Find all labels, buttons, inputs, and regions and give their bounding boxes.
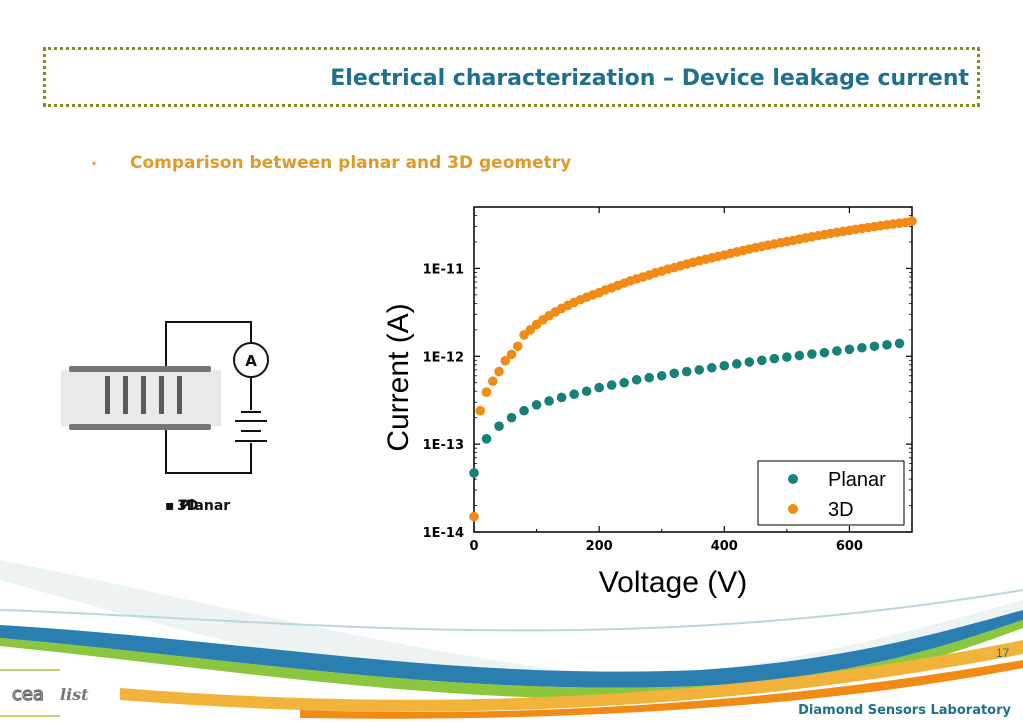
legend-box — [757, 460, 905, 526]
data-point — [869, 341, 880, 352]
ammeter-icon — [233, 342, 269, 378]
data-point — [475, 405, 486, 416]
column-electrode — [177, 376, 182, 414]
data-point — [594, 382, 604, 393]
circuit-wire — [165, 321, 252, 474]
x-tick-label: 0 — [469, 539, 478, 554]
data-point — [531, 400, 542, 410]
logo-cea: cea — [12, 684, 44, 705]
data-point — [832, 346, 842, 356]
slide-title: Electrical characterization – Device lea… — [330, 66, 969, 91]
data-point — [544, 396, 554, 406]
x-tick-label: 200 — [586, 539, 613, 554]
data-point — [556, 392, 567, 403]
data-point — [494, 366, 504, 377]
data-point — [669, 368, 680, 379]
data-point — [606, 380, 617, 390]
diagram-caption-3d: 3D — [177, 498, 199, 514]
ammeter-label: A — [245, 352, 257, 370]
data-point — [719, 360, 730, 371]
data-point — [469, 511, 479, 522]
data-point — [757, 355, 767, 366]
y-tick-label: 1E-11 — [423, 262, 464, 277]
y-axis-label: Current (A) — [382, 303, 415, 451]
y-tick-label: 1E-12 — [423, 350, 464, 365]
legend-label: 3D — [828, 499, 854, 521]
footer-lab-name: Diamond Sensors Laboratory — [798, 703, 1011, 718]
bottom-electrode — [69, 424, 211, 430]
page-number: 17 — [985, 646, 1009, 660]
logo-list: list — [60, 685, 89, 704]
data-point — [882, 340, 892, 350]
cea-list-logo: cea list — [12, 683, 89, 705]
data-point — [844, 344, 855, 355]
bullet-icon: ▪ — [92, 156, 97, 170]
data-point — [500, 355, 511, 366]
data-point — [525, 325, 536, 335]
data-point — [494, 421, 504, 432]
y-tick-label: 1E-13 — [423, 438, 464, 453]
slide-subtitle: Comparison between planar and 3D geometr… — [130, 153, 572, 173]
column-electrode — [159, 376, 164, 414]
column-electrode — [123, 376, 128, 414]
data-point — [782, 352, 792, 362]
data-point — [794, 350, 805, 361]
legend-marker — [788, 504, 798, 514]
legend-marker — [788, 474, 798, 484]
title-box: Electrical characterization – Device lea… — [43, 47, 980, 107]
data-point — [644, 372, 654, 383]
data-point — [694, 365, 705, 375]
data-point — [819, 347, 830, 358]
data-point — [569, 389, 579, 400]
data-point — [807, 349, 817, 359]
data-point — [732, 359, 742, 369]
x-axis-label: Voltage (V) — [599, 566, 747, 599]
top-electrode — [69, 366, 211, 372]
data-point — [506, 349, 517, 360]
data-point — [481, 387, 492, 398]
data-point — [581, 386, 592, 397]
data-point — [631, 374, 642, 385]
series-3d — [469, 216, 917, 522]
data-point — [857, 342, 867, 353]
diagram-caption-planar: ▪ Planar — [165, 498, 231, 514]
data-point — [706, 362, 717, 373]
x-tick-label: 400 — [711, 539, 738, 554]
column-electrode — [141, 376, 146, 414]
data-point — [469, 468, 479, 478]
data-point — [506, 412, 517, 423]
x-tick-label: 600 — [836, 539, 863, 554]
data-point — [744, 357, 755, 367]
data-point — [619, 377, 629, 388]
data-point — [513, 341, 523, 352]
legend-label: Planar — [828, 469, 886, 491]
data-point — [487, 376, 498, 387]
series-planar — [469, 338, 905, 478]
column-electrode — [105, 376, 110, 414]
data-point — [519, 405, 529, 416]
data-point — [769, 353, 780, 364]
circuit-diagram: A — [61, 321, 269, 474]
data-point — [894, 338, 905, 349]
footer-swoosh — [0, 560, 1023, 719]
y-tick-label: 1E-14 — [423, 526, 464, 541]
data-point — [481, 434, 492, 444]
page-number-text: 17 — [996, 646, 1010, 660]
data-point — [681, 366, 692, 377]
data-point — [907, 216, 917, 226]
data-point — [656, 370, 667, 381]
